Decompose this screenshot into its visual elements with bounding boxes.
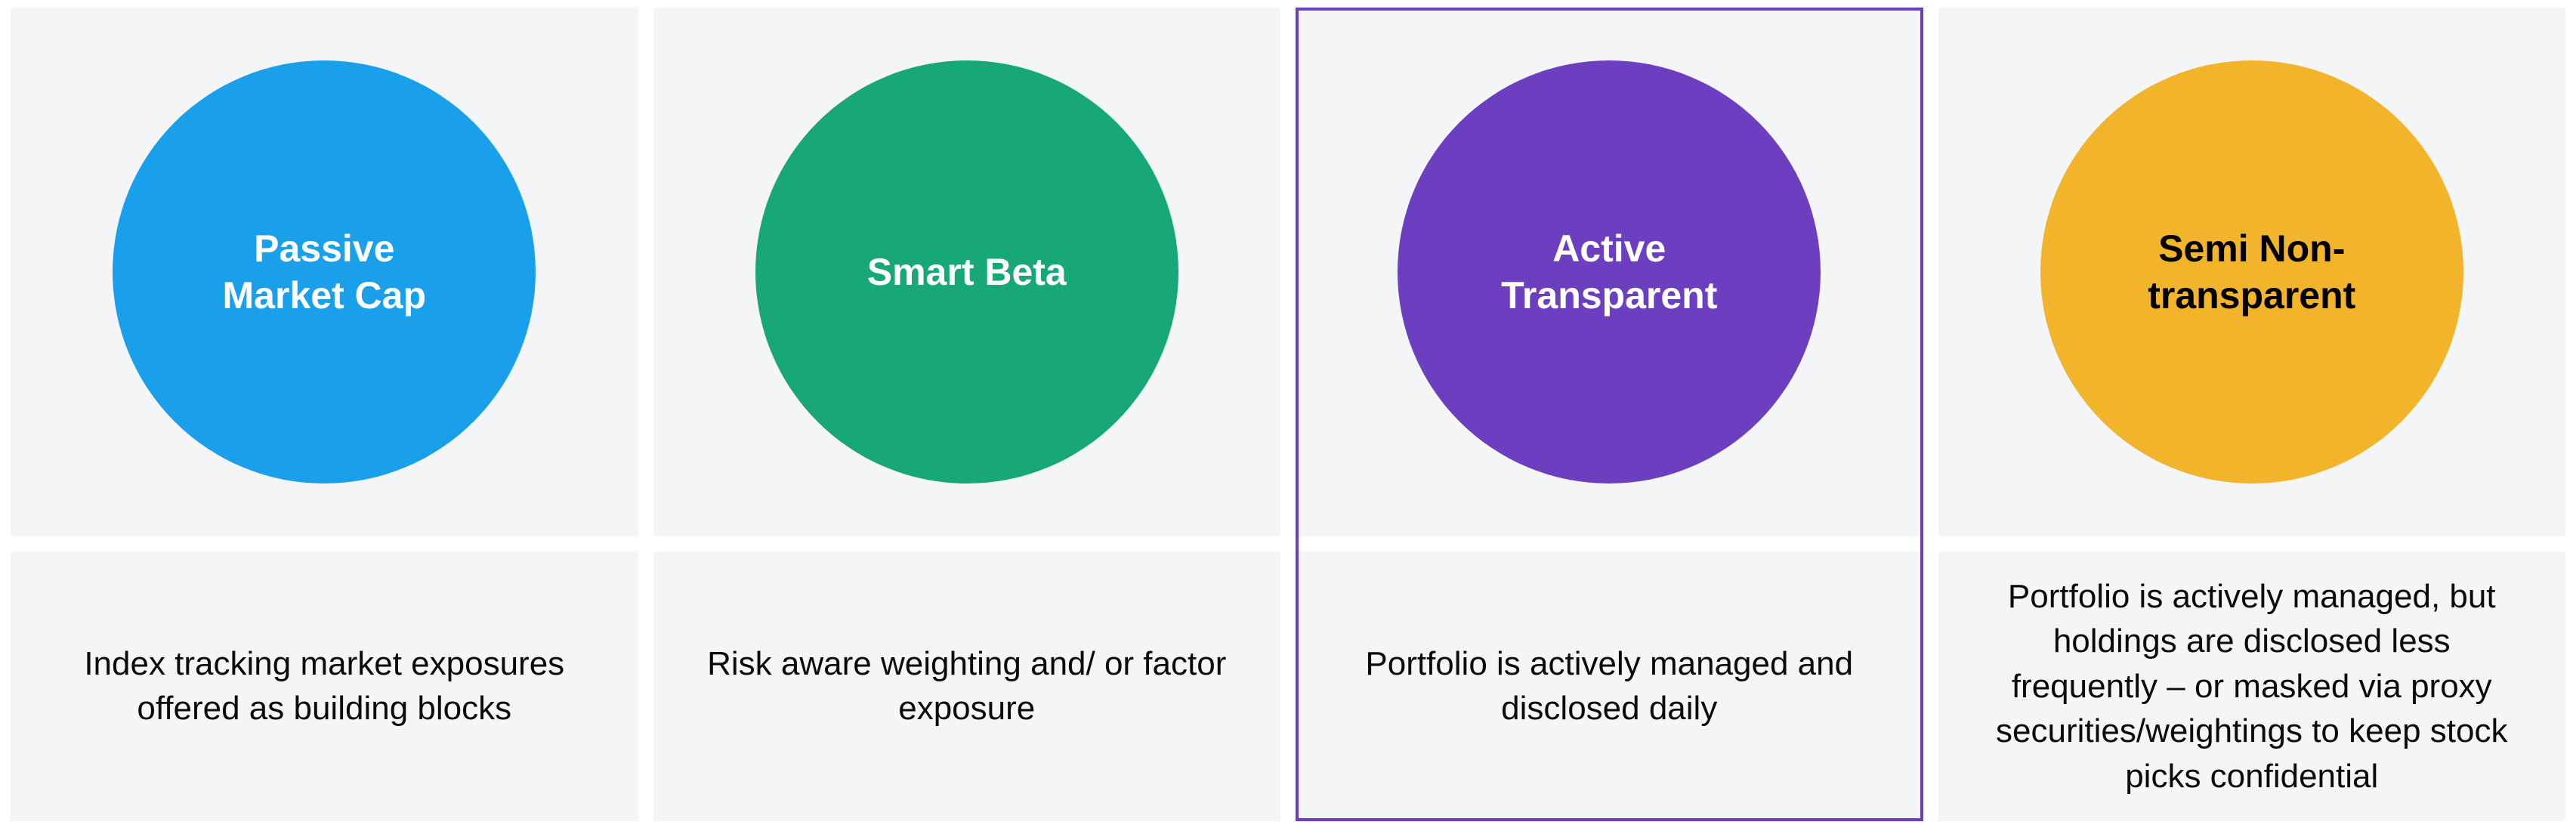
description-semi-non-transparent: Portfolio is actively managed, but holdi… (1984, 574, 2521, 799)
card-top-passive-market-cap: Passive Market Cap (11, 8, 638, 536)
card-bottom-smart-beta: Risk aware weighting and/ or factor expo… (653, 551, 1281, 821)
circle-label-semi-non-transparent: Semi Non- transparent (2148, 225, 2355, 320)
card-top-smart-beta: Smart Beta (653, 8, 1281, 536)
card-top-semi-non-transparent: Semi Non- transparent (1938, 8, 2566, 536)
description-active-transparent: Portfolio is actively managed and disclo… (1341, 641, 1878, 731)
card-bottom-semi-non-transparent: Portfolio is actively managed, but holdi… (1938, 551, 2566, 821)
circle-label-passive-market-cap: Passive Market Cap (222, 225, 426, 320)
circle-label-smart-beta: Smart Beta (867, 249, 1067, 296)
circle-smart-beta: Smart Beta (755, 60, 1178, 484)
circle-semi-non-transparent: Semi Non- transparent (2040, 60, 2463, 484)
card-bottom-active-transparent: Portfolio is actively managed and disclo… (1296, 551, 1923, 821)
card-bottom-passive-market-cap: Index tracking market exposures offered … (11, 551, 638, 821)
infographic-grid: Passive Market Cap Smart Beta Active Trans… (0, 0, 2576, 828)
circle-label-active-transparent: Active Transparent (1501, 225, 1717, 320)
description-passive-market-cap: Index tracking market exposures offered … (56, 641, 593, 731)
circle-passive-market-cap: Passive Market Cap (113, 60, 536, 484)
description-smart-beta: Risk aware weighting and/ or factor expo… (699, 641, 1236, 731)
circle-active-transparent: Active Transparent (1398, 60, 1821, 484)
card-top-active-transparent: Active Transparent (1296, 8, 1923, 536)
